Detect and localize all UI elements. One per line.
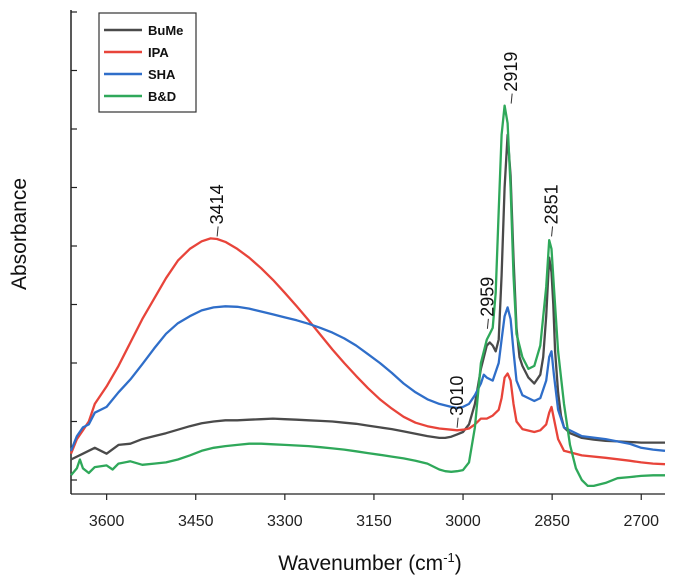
- legend-label-b-d: B&D: [148, 89, 176, 104]
- axes-layer: 3600 3450 3300 3150 3000 2850 2700: [70, 10, 665, 530]
- y-axis-title: Absorbance: [8, 178, 31, 290]
- series-line-ipa: [69, 237, 666, 466]
- x-tick-label-3450: 3450: [178, 513, 214, 530]
- annotation-leader-3414: [216, 226, 219, 237]
- annotation-leader-3010: [456, 417, 459, 428]
- x-axis-title-sup: -1: [443, 550, 455, 565]
- x-tick-label-3000: 3000: [445, 513, 481, 530]
- legend-label-ipa: IPA: [148, 45, 169, 60]
- x-tick-label-3150: 3150: [356, 513, 392, 530]
- annotation-2851: 2851: [542, 184, 562, 224]
- x-tick-label-2700: 2700: [623, 513, 659, 530]
- annotation-2919: 2919: [501, 52, 521, 92]
- annotation-2959: 2959: [477, 277, 497, 317]
- series-line-sha: [69, 305, 666, 452]
- annotation-layer: 3414 3010 2959 2919 2851: [207, 52, 562, 428]
- x-tick-label-3600: 3600: [89, 513, 125, 530]
- x-axis-title-end: ): [455, 552, 462, 575]
- x-tick-label-3300: 3300: [267, 513, 303, 530]
- series-line-bume: [70, 133, 665, 461]
- series-line-b-d: [70, 104, 665, 488]
- legend-label-sha: SHA: [148, 67, 176, 82]
- annotation-3414: 3414: [207, 184, 227, 224]
- x-tick-label-2850: 2850: [534, 513, 570, 530]
- annotation-leader-2959: [486, 318, 489, 329]
- x-axis-title: Wavenumber (cm-1): [278, 550, 462, 575]
- series-layer: [69, 104, 666, 488]
- x-axis-title-main: Wavenumber (cm: [278, 552, 443, 575]
- legend: BuMe IPA SHA B&D: [98, 12, 197, 113]
- legend-label-bume: BuMe: [148, 23, 183, 38]
- annotation-leader-2851: [551, 226, 554, 237]
- annotation-3010: 3010: [447, 376, 467, 416]
- annotation-leader-2919: [510, 93, 513, 104]
